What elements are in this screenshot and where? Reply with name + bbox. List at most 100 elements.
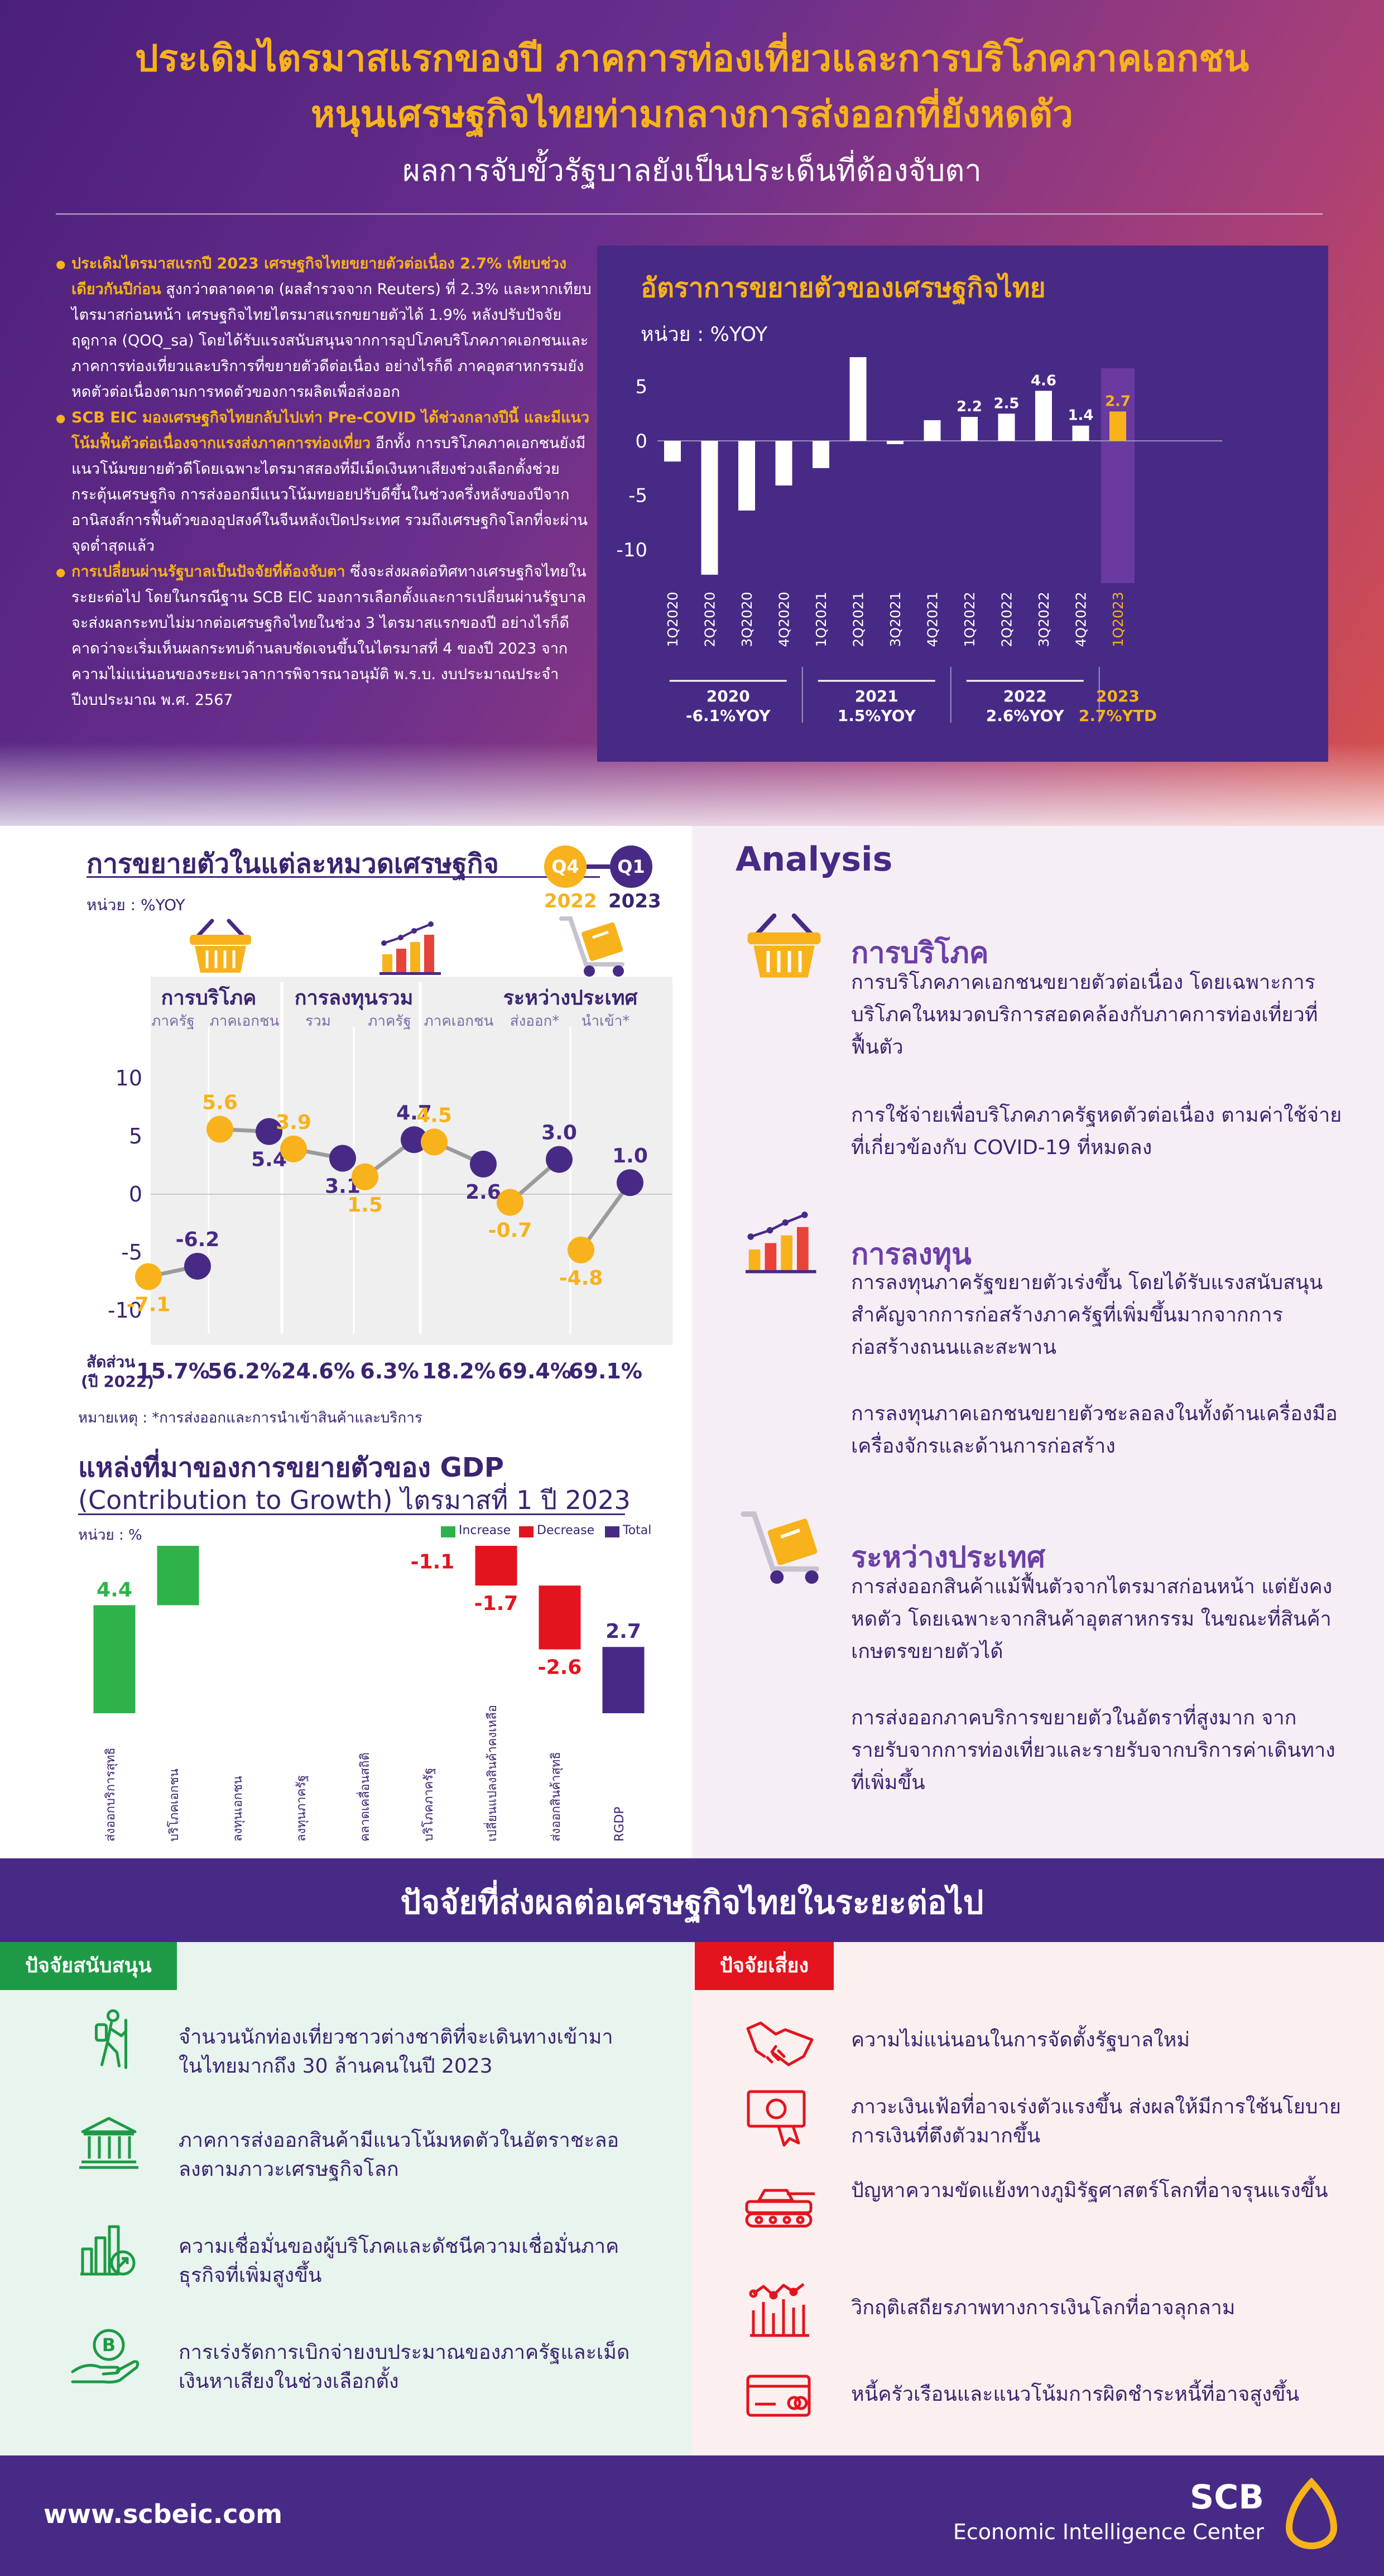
cargo-cart-icon (741, 1511, 819, 1584)
coin-hand-icon: B (71, 2329, 140, 2384)
gdp-bar (887, 441, 904, 444)
contribution-data-label: 2.7 (606, 1620, 641, 1643)
legend-total-swatch (605, 1526, 619, 1537)
credit-card-icon (746, 2375, 811, 2417)
contribution-data-label: -1.7 (474, 1592, 518, 1615)
gdp-x-tick: 1Q2022 (962, 592, 978, 647)
support-item-4-text: การเร่งรัดการเบิกจ่ายงบประมาณของภาครัฐแล… (179, 2341, 630, 2393)
category-chart-unit: หน่วย : %YOY (86, 896, 185, 914)
financial-crisis-icon (749, 2283, 809, 2337)
legend-q4-marker: Q4 (544, 845, 587, 888)
category-q4-point (421, 1128, 448, 1156)
contribution-data-label: -2.6 (538, 1656, 582, 1679)
header-divider (56, 213, 1323, 215)
gdp-y-tick: -5 (628, 485, 647, 507)
gdp-bar (701, 441, 718, 575)
gdp-group-year: 2020 (707, 687, 750, 705)
gdp-x-tick: 2Q2020 (702, 592, 718, 647)
category-sub-label: ภาครัฐ (368, 1013, 411, 1030)
legend-decrease-swatch (519, 1526, 534, 1537)
category-title-underline (86, 876, 600, 878)
risk-item-3-text: ปัญหาความขัดแย้งทางภูมิรัฐศาสตร์โลกที่อา… (851, 2179, 1328, 2202)
analysis-trade-p2: การส่งออกภาคบริการขยายตัวในอัตราที่สูงมา… (851, 1707, 1335, 1794)
gdp-x-tick: 2Q2021 (850, 592, 867, 647)
gdp-group-summary: 1.5%YOY (838, 707, 916, 725)
category-share-value: 56.2% (208, 1359, 281, 1383)
contribution-x-label: เปลี่ยนแปลงสินค้าคงเหลือ (483, 1705, 499, 1842)
hiker-icon (95, 2009, 127, 2069)
risk-item-4-text: วิกฤติเสถียรภาพทางการเงินโลกที่อาจลุกลาม (851, 2296, 1236, 2319)
gdp-bar (961, 417, 978, 441)
category-sub-label: รวม (305, 1013, 331, 1030)
contribution-x-label: บริโภคเอกชน (167, 1768, 181, 1842)
share-label-line1: สัดส่วน (86, 1353, 135, 1371)
contribution-x-label: คลาดเคลื่อนสถิติ (356, 1752, 372, 1842)
inflation-icon (747, 2090, 806, 2147)
category-group-label: ระหว่างประเทศ (503, 987, 638, 1010)
category-group-label: การลงทุนรวม (295, 987, 414, 1011)
risk-item-1-text: ความไม่แน่นอนในการจัดตั้งรัฐบาลใหม่ (851, 2029, 1190, 2051)
footer-website-link[interactable]: www.scbeic.com (44, 2499, 283, 2529)
gdp-data-label: 2.7 (1105, 393, 1131, 410)
category-q1-point (617, 1169, 643, 1196)
basket-icon (747, 913, 821, 978)
contribution-x-label: ส่งออกบริการสุทธิ (104, 1747, 118, 1842)
category-chart-panel (151, 977, 672, 1345)
bullet-1-text: สูงกว่าตลาดคาด (ผลสำรวจจาก Reuters) ที่ … (71, 281, 592, 401)
contribution-bar (475, 1546, 517, 1586)
bullet-3-highlight: การเปลี่ยนผ่านรัฐบาลเป็นปัจจัยที่ต้องจับ… (71, 563, 345, 580)
category-q4-label: 1.5 (347, 1194, 383, 1217)
contribution-bar (539, 1585, 581, 1650)
investment-chart-icon (746, 1212, 816, 1273)
category-q1-label: 4.7 (396, 1102, 432, 1124)
summary-bullets: ประเดิมไตรมาสแรกปี 2023 เศรษฐกิจไทยขยายต… (56, 251, 592, 713)
contribution-x-label: ลงทุนภาครัฐ (295, 1775, 309, 1842)
gdp-data-label: 1.4 (1068, 407, 1093, 424)
category-chart-title: การขยายตัวในแต่ละหมวดเศรษฐกิจ (86, 848, 499, 880)
factors-title: ปัจจัยที่ส่งผลต่อเศรษฐกิจไทยในระยะต่อไป (400, 1883, 984, 1921)
category-q4-point (568, 1236, 594, 1263)
page-title-line1: ประเดิมไตรมาสแรกของปี ภาคการท่องเที่ยวแล… (134, 37, 1250, 80)
gdp-x-tick: 4Q2022 (1073, 592, 1089, 647)
gdp-bar (924, 420, 941, 441)
gdp-highlight-column (1101, 368, 1135, 583)
analysis-title: Analysis (736, 840, 893, 879)
analysis-trade-heading: ระหว่างประเทศ (851, 1541, 1045, 1574)
legend-q1-year: 2023 (608, 890, 661, 912)
share-label-line2: (ปี 2022) (81, 1372, 154, 1391)
growth-chart-icon (80, 2225, 136, 2276)
category-q4-point (206, 1116, 233, 1143)
category-sub-label: ภาคเอกชน (210, 1013, 280, 1030)
legend-q4-year: 2022 (544, 890, 597, 912)
risk-factors-tag: ปัจจัยเสี่ยง (695, 1942, 834, 1990)
category-share-value: 24.6% (281, 1359, 355, 1383)
gdp-y-tick: 5 (635, 376, 647, 398)
gdp-x-tick: 4Q2021 (925, 592, 941, 647)
category-q4-label: -4.8 (559, 1267, 603, 1290)
contribution-title-underline (78, 1513, 625, 1515)
support-item-3-text: ความเชื่อมั่นของผู้บริโภคและดัชนีความเชื… (179, 2235, 619, 2287)
contribution-data-label: -1.1 (411, 1550, 455, 1573)
analysis-consumption-p1: การบริโภคภาคเอกชนขยายตัวต่อเนื่อง โดยเฉพ… (851, 971, 1318, 1059)
legend-increase-label: Increase (459, 1524, 511, 1537)
contribution-bar (93, 1605, 136, 1713)
category-y-tick: -10 (108, 1298, 142, 1323)
category-y-tick: 10 (116, 1066, 142, 1090)
legend-connector (587, 864, 610, 869)
category-q1-point (546, 1146, 573, 1173)
risk-item-2-text: ภาวะเงินเฟ้อที่อาจเร่งตัวแรงขึ้น ส่งผลให… (851, 2096, 1341, 2147)
category-share-value: 69.4% (498, 1359, 571, 1383)
category-connector (579, 1181, 632, 1251)
contribution-x-label: ลงทุนเอกชน (231, 1776, 245, 1842)
category-chart-note: หมายเหตุ : *การส่งออกและการนำเข้าสินค้าแ… (78, 1410, 422, 1426)
footer-brand-subtitle: Economic Intelligence Center (953, 2520, 1264, 2544)
basket-icon (190, 919, 251, 973)
category-q4-label: -7.1 (127, 1294, 171, 1316)
gdp-bar (1109, 411, 1126, 441)
gdp-data-label: 2.2 (957, 398, 982, 415)
contribution-bar (602, 1647, 645, 1713)
contribution-data-label: 4.4 (97, 1578, 132, 1601)
gdp-bar (998, 414, 1015, 441)
gdp-bar (849, 357, 867, 441)
analysis-consumption-p2: การใช้จ่ายเพื่อบริโภคภาครัฐหดตัวต่อเนื่อ… (851, 1104, 1342, 1159)
